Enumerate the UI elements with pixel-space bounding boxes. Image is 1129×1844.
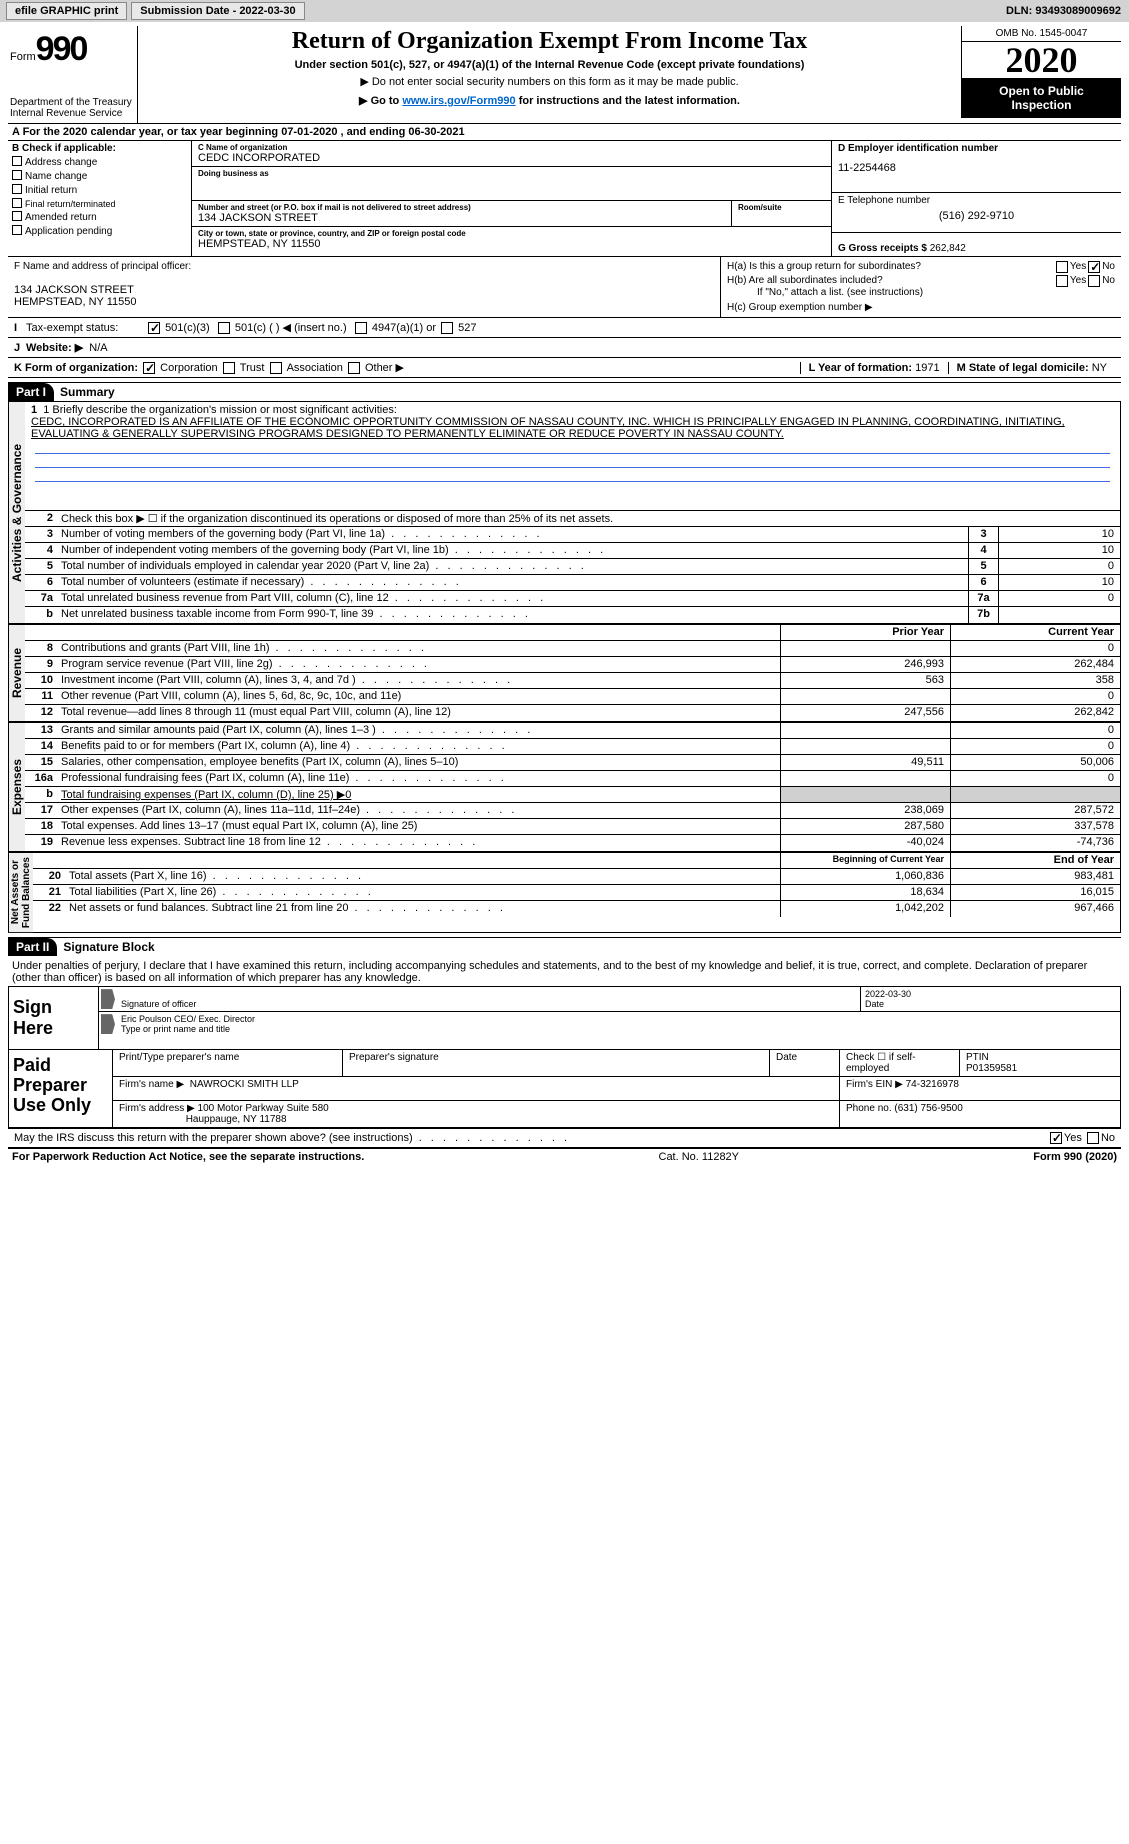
- mission-block: 1 1 Briefly describe the organization's …: [25, 402, 1120, 511]
- col-h: H(a) Is this a group return for subordin…: [721, 257, 1121, 317]
- col-c: C Name of organization CEDC INCORPORATED…: [192, 141, 831, 256]
- signature-section: Under penalties of perjury, I declare th…: [8, 958, 1121, 1149]
- summary-revenue: Revenue Prior YearCurrent Year 8Contribu…: [8, 624, 1121, 722]
- section-bcd: B Check if applicable: Address change Na…: [8, 140, 1121, 256]
- gross-receipts-cell: G Gross receipts $ 262,842: [832, 233, 1121, 256]
- ein-cell: D Employer identification number 11-2254…: [832, 141, 1121, 193]
- arrow-icon: [101, 989, 115, 1009]
- officer-signature-field[interactable]: Signature of officer: [117, 987, 860, 1011]
- submission-date: Submission Date - 2022-03-30: [131, 2, 304, 20]
- city-cell: City or town, state or province, country…: [192, 227, 831, 252]
- discuss-no[interactable]: [1087, 1132, 1099, 1144]
- hb-yes[interactable]: [1056, 275, 1068, 287]
- b-header: B Check if applicable:: [12, 143, 187, 154]
- form990-link[interactable]: www.irs.gov/Form990: [402, 95, 515, 107]
- revenue-label: Revenue: [8, 625, 25, 721]
- netassets-label: Net Assets or Fund Balances: [8, 853, 33, 932]
- form-id-block: Form990 Department of the Treasury Inter…: [8, 26, 138, 123]
- summary-activities: Activities & Governance 1 1 Briefly desc…: [8, 401, 1121, 624]
- paid-label: Paid Preparer Use Only: [9, 1050, 113, 1127]
- tax-year: 2020: [962, 42, 1121, 78]
- k-assoc[interactable]: [270, 362, 282, 374]
- activities-label: Activities & Governance: [8, 402, 25, 623]
- paid-preparer-table: Paid Preparer Use Only Print/Type prepar…: [8, 1050, 1121, 1128]
- section-fh: F Name and address of principal officer:…: [8, 256, 1121, 317]
- org-name-cell: C Name of organization CEDC INCORPORATED: [192, 141, 831, 167]
- chk-address-change[interactable]: Address change: [12, 155, 187, 168]
- top-bar: efile GRAPHIC print Submission Date - 20…: [0, 0, 1129, 22]
- i-4947[interactable]: [355, 322, 367, 334]
- subtitle-1: Under section 501(c), 527, or 4947(a)(1)…: [144, 59, 955, 71]
- efile-button[interactable]: efile GRAPHIC print: [6, 2, 127, 20]
- k-trust[interactable]: [223, 362, 235, 374]
- arrow-icon: [101, 1014, 115, 1034]
- i-501c3[interactable]: [148, 322, 160, 334]
- k-corp[interactable]: [143, 362, 155, 374]
- line-a: A For the 2020 calendar year, or tax yea…: [8, 123, 1121, 140]
- row-i: I Tax-exempt status: 501(c)(3) 501(c) ( …: [8, 317, 1121, 337]
- chk-initial-return[interactable]: Initial return: [12, 183, 187, 196]
- title-block: Return of Organization Exempt From Incom…: [138, 26, 961, 109]
- ha-yes[interactable]: [1056, 261, 1068, 273]
- chk-final-return[interactable]: Final return/terminated: [12, 197, 187, 209]
- part1-header: Part ISummary: [8, 382, 1121, 401]
- col-b: B Check if applicable: Address change Na…: [8, 141, 192, 256]
- ha-no[interactable]: [1088, 261, 1100, 273]
- hb-no[interactable]: [1088, 275, 1100, 287]
- k-other[interactable]: [348, 362, 360, 374]
- sign-here-label: Sign Here: [9, 987, 99, 1049]
- sign-date-field: 2022-03-30Date: [860, 987, 1120, 1011]
- form-page: Form990 Department of the Treasury Inter…: [0, 22, 1129, 1173]
- department: Department of the Treasury Internal Reve…: [10, 97, 135, 119]
- chk-application-pending[interactable]: Application pending: [12, 224, 187, 237]
- form-header: Form990 Department of the Treasury Inter…: [8, 26, 1121, 123]
- dba-cell: Doing business as: [192, 167, 831, 201]
- officer-name-field: Eric Poulson CEO/ Exec. DirectorType or …: [117, 1012, 1120, 1036]
- subtitle-3: ▶ Go to www.irs.gov/Form990 for instruct…: [144, 94, 955, 107]
- row-j: J Website: ▶ N/A: [8, 337, 1121, 357]
- street-cell: Number and street (or P.O. box if mail i…: [192, 201, 731, 227]
- col-d: D Employer identification number 11-2254…: [831, 141, 1121, 256]
- discuss-yes[interactable]: [1050, 1132, 1062, 1144]
- summary-expenses: Expenses 13Grants and similar amounts pa…: [8, 722, 1121, 852]
- chk-name-change[interactable]: Name change: [12, 169, 187, 182]
- chk-amended-return[interactable]: Amended return: [12, 210, 187, 223]
- part2-header: Part IISignature Block: [8, 937, 1121, 956]
- row-klm: K Form of organization: Corporation Trus…: [8, 357, 1121, 378]
- irs-discuss-row: May the IRS discuss this return with the…: [8, 1128, 1121, 1149]
- phone-cell: E Telephone number (516) 292-9710: [832, 193, 1121, 233]
- year-block: OMB No. 1545-0047 2020 Open to Public In…: [961, 26, 1121, 118]
- dln: DLN: 93493089009692: [1006, 5, 1125, 17]
- perjury-text: Under penalties of perjury, I declare th…: [8, 958, 1121, 987]
- summary-netassets: Net Assets or Fund Balances Beginning of…: [8, 852, 1121, 933]
- i-527[interactable]: [441, 322, 453, 334]
- expenses-label: Expenses: [8, 723, 25, 851]
- subtitle-2: ▶ Do not enter social security numbers o…: [144, 75, 955, 88]
- main-title: Return of Organization Exempt From Incom…: [144, 28, 955, 55]
- open-to-public: Open to Public Inspection: [962, 78, 1121, 118]
- page-footer: For Paperwork Reduction Act Notice, see …: [8, 1149, 1121, 1165]
- i-501c[interactable]: [218, 322, 230, 334]
- col-f: F Name and address of principal officer:…: [8, 257, 721, 317]
- room-cell: Room/suite: [731, 201, 831, 227]
